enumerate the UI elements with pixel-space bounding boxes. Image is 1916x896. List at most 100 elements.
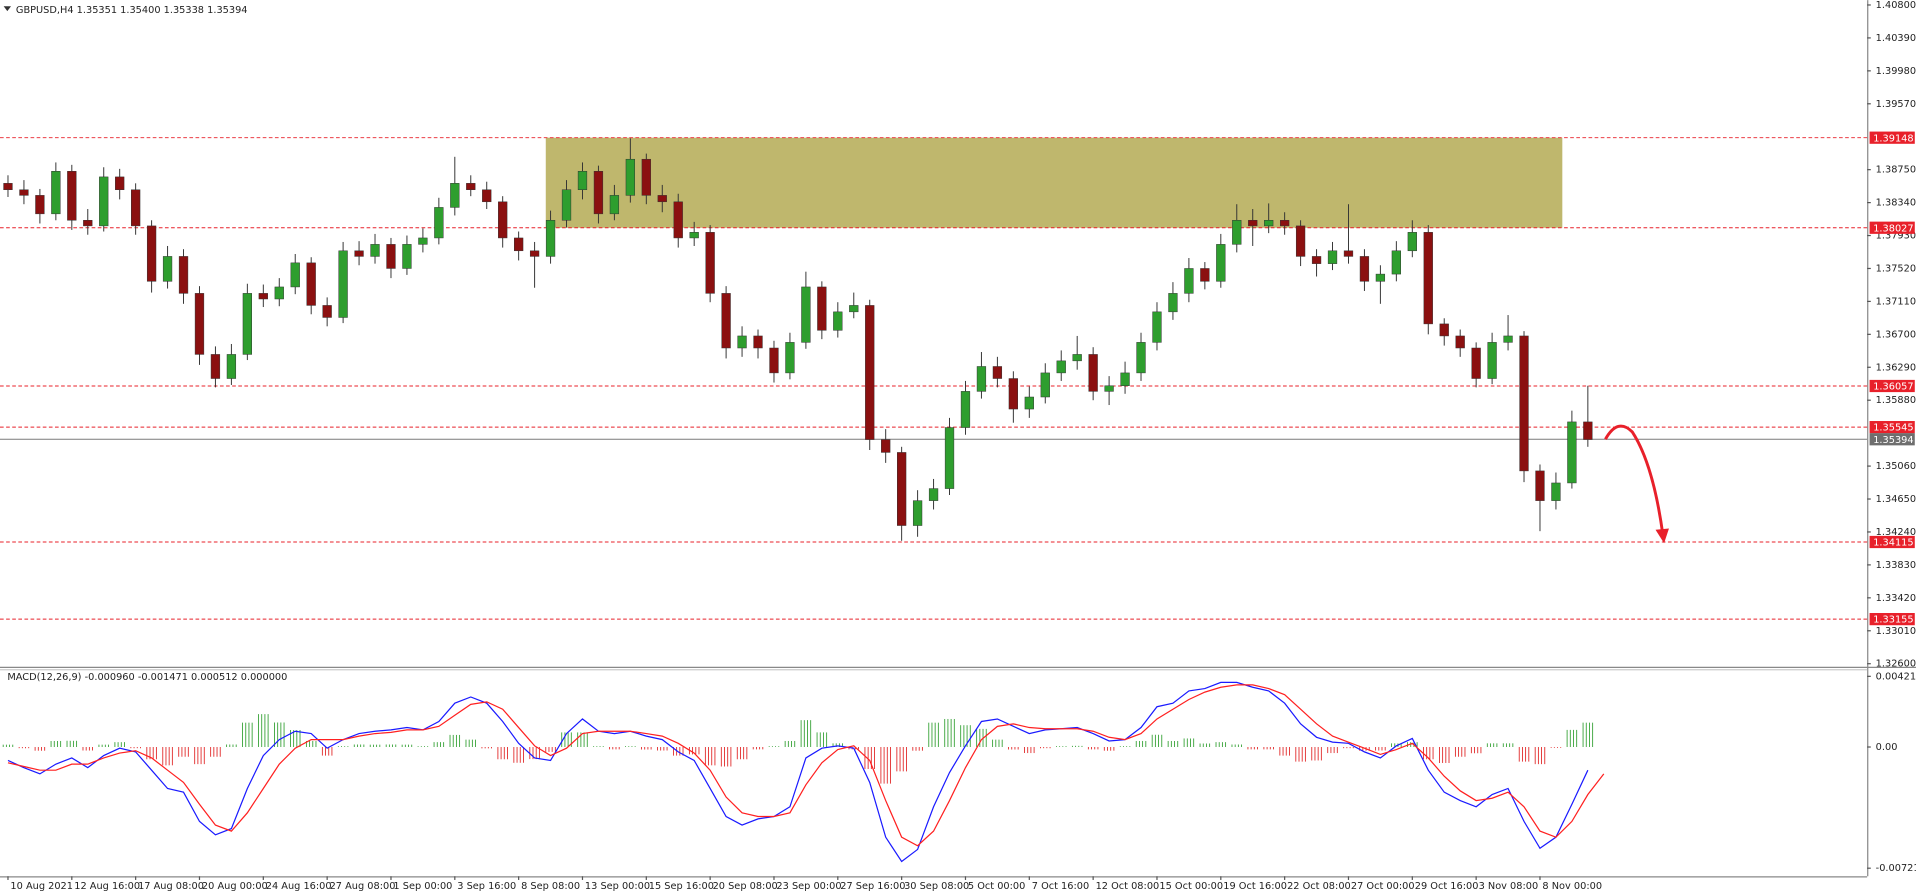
current-price-label: 1.35394 — [1873, 435, 1913, 446]
candle-body — [976, 366, 987, 392]
candle-body — [1280, 220, 1290, 227]
candle-body — [306, 262, 316, 306]
candle-body — [721, 293, 731, 349]
candle-body — [1567, 421, 1577, 484]
candle-body — [35, 195, 45, 215]
x-tick-label: 8 Sep 08:00 — [521, 881, 580, 892]
candle-body — [689, 232, 699, 239]
x-tick-label: 27 Aug 08:00 — [330, 881, 396, 892]
candle-body — [1008, 378, 1018, 410]
candle-body — [1583, 421, 1593, 440]
x-tick-label: 12 Oct 08:00 — [1096, 881, 1160, 892]
candle-body — [881, 439, 891, 453]
candle-body — [338, 250, 348, 318]
x-tick-label: 23 Sep 00:00 — [776, 881, 841, 892]
candle-body — [1136, 342, 1146, 374]
candle-body — [370, 244, 380, 257]
candle-body — [785, 342, 795, 374]
level-label: 1.34115 — [1873, 538, 1913, 549]
x-tick-label: 22 Oct 08:00 — [1287, 881, 1351, 892]
y-tick-label: 1.33420 — [1876, 593, 1916, 604]
candle-body — [577, 171, 588, 190]
candle-body — [51, 171, 61, 215]
candle-body — [1040, 372, 1050, 398]
y-tick-label: 1.33830 — [1876, 560, 1916, 571]
level-label: 1.38027 — [1873, 223, 1913, 234]
candle-body — [753, 335, 763, 349]
level-label: 1.35545 — [1873, 423, 1913, 434]
x-tick-label: 29 Oct 16:00 — [1415, 881, 1479, 892]
candle-body — [242, 293, 252, 355]
x-tick-label: 27 Oct 00:00 — [1351, 881, 1415, 892]
candle-body — [322, 305, 332, 318]
candle-body — [1423, 232, 1433, 325]
candle-body — [482, 189, 492, 203]
x-tick-label: 24 Aug 16:00 — [266, 881, 332, 892]
candle-body — [131, 189, 141, 227]
candle-body — [833, 311, 843, 331]
candle-body — [1391, 250, 1401, 275]
x-tick-label: 13 Sep 00:00 — [585, 881, 650, 892]
candle-body — [1184, 268, 1194, 294]
candle-body — [1120, 372, 1130, 386]
candle-body — [609, 195, 620, 215]
projection-arrow — [1604, 424, 1665, 535]
macd-line — [7, 681, 1589, 863]
y-tick-label: 1.40800 — [1876, 0, 1916, 11]
candle-body — [1056, 360, 1066, 374]
candle-body — [1024, 396, 1034, 410]
candle-body — [912, 500, 923, 526]
chart-title: GBPUSD,H4 1.35351 1.35400 1.35338 1.3539… — [16, 5, 248, 16]
candle-body — [928, 488, 939, 501]
candle-body — [1439, 323, 1449, 337]
x-tick-label: 10 Aug 2021 — [10, 881, 73, 892]
candle-body — [210, 354, 221, 379]
candle-body — [258, 293, 268, 300]
candle-body — [561, 189, 572, 221]
y-tick-label: 1.36290 — [1876, 362, 1916, 373]
candle-body — [450, 183, 460, 208]
x-tick-label: 15 Oct 00:00 — [1159, 881, 1223, 892]
candle-body — [1264, 220, 1274, 227]
candle-body — [354, 250, 364, 257]
candle-body — [1104, 385, 1114, 392]
zone-layer — [545, 137, 1563, 228]
candle-body — [1168, 293, 1178, 313]
level-label: 1.36057 — [1873, 382, 1913, 393]
candle-body — [529, 250, 540, 257]
candle-body — [593, 171, 604, 215]
x-tick-label: 3 Nov 08:00 — [1479, 881, 1539, 892]
candle-body — [434, 207, 444, 239]
indicator-y-tick-label: 0.00421 — [1876, 671, 1916, 682]
candle-body — [1407, 232, 1417, 252]
y-tick-label: 1.35060 — [1876, 461, 1916, 472]
candle-body — [67, 171, 77, 221]
candle-body — [1216, 244, 1226, 282]
candle-body — [466, 183, 476, 190]
candle-body — [1311, 256, 1322, 264]
y-tick-label: 1.37520 — [1876, 263, 1916, 274]
level-label: 1.39148 — [1873, 133, 1913, 144]
candle-body — [1471, 347, 1481, 379]
menu-triangle — [3, 6, 11, 12]
level-label: 1.33155 — [1873, 615, 1913, 626]
x-tick-label: 12 Aug 16:00 — [74, 881, 140, 892]
candle-body — [1343, 250, 1354, 257]
candle-body — [1503, 335, 1513, 343]
candle-body — [1248, 220, 1258, 227]
candle-body — [83, 220, 93, 227]
candle-body — [1359, 256, 1370, 282]
current-price-tag — [1869, 433, 1915, 446]
candle-body — [418, 237, 428, 245]
candle-body — [992, 366, 1003, 379]
candle-body — [1519, 335, 1529, 472]
x-tick-label: 1 Sep 00:00 — [393, 881, 452, 892]
x-tick-label: 7 Oct 16:00 — [1032, 881, 1089, 892]
candle-body — [737, 335, 747, 349]
candle-body — [545, 220, 556, 257]
x-tick-label: 8 Nov 00:00 — [1542, 881, 1602, 892]
level-tag — [1869, 613, 1915, 626]
x-tick-label: 3 Sep 16:00 — [457, 881, 516, 892]
candle-body — [865, 305, 875, 440]
